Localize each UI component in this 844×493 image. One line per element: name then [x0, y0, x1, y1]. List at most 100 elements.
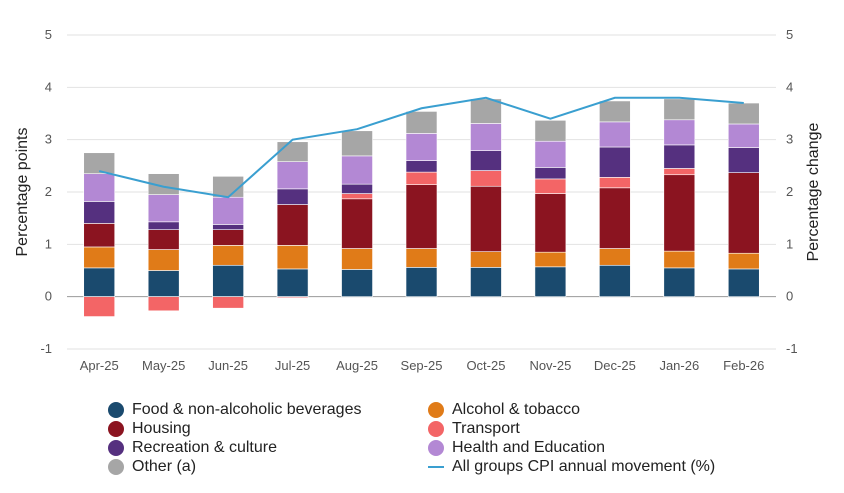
bar-segment-1-1 — [147, 249, 180, 271]
x-tick-label: Jul-25 — [275, 358, 310, 373]
bar-segment-5-10 — [727, 123, 760, 148]
legend-label: Alcohol & tobacco — [452, 400, 581, 418]
right-axis-ticks: -1 0 1 2 3 4 5 — [786, 27, 798, 356]
y-tick-left: 2 — [45, 184, 52, 199]
legend-item-2: Housing — [108, 419, 428, 438]
legend-swatch — [428, 420, 444, 437]
y-tick-right: 5 — [786, 27, 793, 42]
x-tick-label: May-25 — [142, 358, 185, 373]
x-tick-label: Jan-26 — [659, 358, 699, 373]
legend-label: Transport — [452, 419, 520, 437]
bar-segment-2-8 — [599, 187, 631, 249]
bar-segment-5-8 — [599, 121, 631, 148]
bar-segment-0-9 — [663, 267, 696, 297]
x-tick-label: Oct-25 — [466, 358, 505, 373]
bar-segment-2-0 — [83, 223, 116, 248]
bar-segment-0-3 — [276, 268, 309, 297]
x-tick-label: Aug-25 — [336, 358, 378, 373]
bar-segment-0-8 — [599, 264, 631, 297]
bar-segment-5-9 — [663, 119, 696, 146]
bar-segment-1-8 — [599, 248, 631, 266]
bar-segment-6-0 — [83, 152, 116, 174]
bar-segment-0-5 — [405, 267, 438, 297]
y-tick-right: 3 — [786, 132, 793, 147]
bar-segment-6-9 — [663, 98, 696, 121]
legend-swatch — [108, 420, 124, 437]
legend-label: Housing — [132, 419, 191, 437]
bar-segment-1-6 — [470, 251, 502, 268]
bar-segment-6-7 — [534, 120, 567, 142]
bar-segment-3-0 — [83, 296, 116, 317]
bar-segment-5-3 — [276, 161, 309, 190]
legend-item-0: Food & non-alcoholic beverages — [108, 400, 428, 419]
bar-stacks — [83, 98, 760, 317]
bar-segment-4-2 — [212, 224, 244, 230]
bar-segment-4-10 — [727, 147, 760, 173]
legend-item-cpi-line: All groups CPI annual movement (%) — [428, 457, 768, 476]
bar-segment-3-6 — [470, 170, 502, 187]
cpi-line-series — [98, 96, 744, 199]
y-axis-left-title: Percentage points — [14, 128, 31, 257]
bar-segment-2-3 — [276, 204, 309, 246]
legend: Food & non-alcoholic beverages Alcohol & … — [108, 400, 788, 476]
bar-segment-4-1 — [147, 221, 180, 230]
x-tick-label: Sep-25 — [401, 358, 443, 373]
bar-segment-6-3 — [276, 141, 309, 162]
bar-segment-5-1 — [147, 194, 180, 223]
bar-segment-4-9 — [663, 144, 696, 169]
y-tick-left: 0 — [45, 289, 52, 304]
bar-segment-4-3 — [276, 188, 309, 205]
legend-label: Food & non-alcoholic beverages — [132, 400, 362, 418]
bar-segment-5-2 — [212, 196, 244, 225]
legend-swatch — [108, 439, 124, 456]
bar-segment-0-6 — [470, 267, 502, 297]
bar-segment-1-2 — [212, 245, 244, 266]
bar-segment-4-5 — [405, 160, 438, 173]
y-axis-right-title: Percentage change — [805, 123, 822, 262]
bar-segment-0-1 — [147, 270, 180, 297]
bar-segment-2-5 — [405, 184, 438, 249]
bar-segment-3-5 — [405, 171, 438, 185]
bar-segment-6-5 — [405, 111, 438, 134]
legend-item-4: Recreation & culture — [108, 438, 428, 457]
bar-segment-3-4 — [341, 193, 373, 200]
bar-segment-0-7 — [534, 266, 567, 297]
x-axis-labels: Apr-25 May-25 Jun-25 Jul-25 Aug-25 Sep-25 Oct-… — [80, 358, 765, 373]
y-tick-left: -1 — [40, 341, 52, 356]
legend-label: Other (a) — [132, 457, 197, 475]
bar-segment-4-0 — [83, 201, 116, 224]
bar-segment-1-3 — [276, 245, 309, 270]
left-axis-ticks: -1 0 1 2 3 4 5 — [40, 27, 52, 356]
bar-segment-2-4 — [341, 198, 373, 249]
legend-label: Health and Education — [452, 438, 605, 456]
bar-segment-6-6 — [470, 98, 502, 124]
bar-segment-5-7 — [534, 140, 567, 168]
bar-segment-0-0 — [83, 267, 116, 297]
y-tick-right: -1 — [786, 341, 798, 356]
bar-segment-3-7 — [534, 178, 567, 194]
bar-segment-4-8 — [599, 146, 631, 178]
bar-segment-2-1 — [147, 229, 180, 250]
bar-segment-1-7 — [534, 251, 567, 268]
x-tick-label: Jun-25 — [208, 358, 248, 373]
legend-label: All groups CPI annual movement (%) — [452, 457, 716, 475]
bar-segment-4-4 — [341, 183, 373, 194]
legend-label: Recreation & culture — [132, 438, 277, 456]
bar-segment-5-6 — [470, 123, 502, 151]
bar-segment-0-4 — [341, 269, 373, 297]
y-tick-left: 5 — [45, 27, 52, 42]
y-tick-right: 4 — [786, 79, 793, 94]
bar-segment-3-1 — [147, 296, 180, 312]
bar-segment-2-9 — [663, 174, 696, 252]
legend-swatch — [428, 401, 444, 418]
bar-segment-0-10 — [727, 268, 760, 297]
y-tick-right: 1 — [786, 236, 793, 251]
bar-segment-2-10 — [727, 172, 760, 254]
bar-segment-5-4 — [341, 155, 373, 185]
bar-segment-2-2 — [212, 229, 244, 246]
legend-line-swatch — [428, 465, 444, 468]
legend-item-3: Transport — [428, 419, 768, 438]
bar-segment-5-0 — [83, 173, 116, 202]
legend-swatch — [428, 439, 444, 456]
bar-segment-3-8 — [599, 177, 631, 189]
